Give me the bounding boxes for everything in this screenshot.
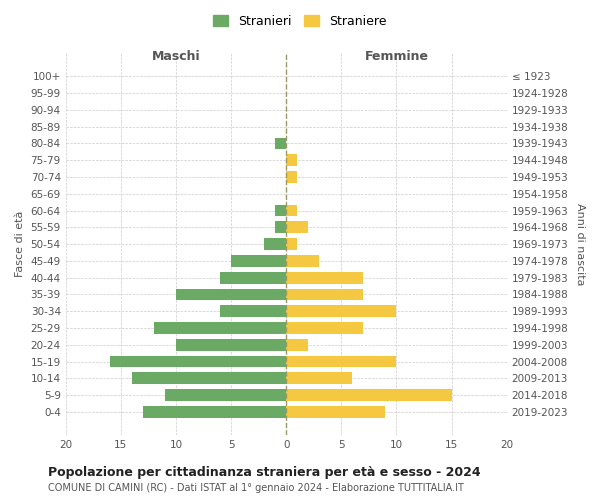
Y-axis label: Fasce di età: Fasce di età — [15, 211, 25, 278]
Bar — [286, 288, 364, 300]
Bar — [275, 222, 286, 233]
Bar — [110, 356, 286, 368]
Bar — [231, 255, 286, 267]
Text: Femmine: Femmine — [364, 50, 428, 63]
Bar — [286, 238, 297, 250]
Bar — [286, 356, 397, 368]
Bar — [264, 238, 286, 250]
Bar — [286, 171, 297, 183]
Bar — [275, 138, 286, 149]
Bar — [154, 322, 286, 334]
Bar — [286, 390, 452, 401]
Bar — [286, 372, 352, 384]
Text: COMUNE DI CAMINI (RC) - Dati ISTAT al 1° gennaio 2024 - Elaborazione TUTTITALIA.: COMUNE DI CAMINI (RC) - Dati ISTAT al 1°… — [48, 483, 464, 493]
Bar — [286, 272, 364, 283]
Bar — [286, 222, 308, 233]
Bar — [132, 372, 286, 384]
Bar — [220, 272, 286, 283]
Bar — [286, 322, 364, 334]
Text: Maschi: Maschi — [152, 50, 200, 63]
Bar — [176, 339, 286, 350]
Bar — [165, 390, 286, 401]
Bar — [176, 288, 286, 300]
Bar — [286, 406, 385, 418]
Legend: Stranieri, Straniere: Stranieri, Straniere — [209, 11, 391, 32]
Bar — [286, 255, 319, 267]
Bar — [143, 406, 286, 418]
Bar — [220, 306, 286, 317]
Text: Popolazione per cittadinanza straniera per età e sesso - 2024: Popolazione per cittadinanza straniera p… — [48, 466, 481, 479]
Bar — [286, 204, 297, 216]
Bar — [286, 154, 297, 166]
Bar — [286, 339, 308, 350]
Bar — [286, 306, 397, 317]
Bar — [275, 204, 286, 216]
Y-axis label: Anni di nascita: Anni di nascita — [575, 203, 585, 285]
